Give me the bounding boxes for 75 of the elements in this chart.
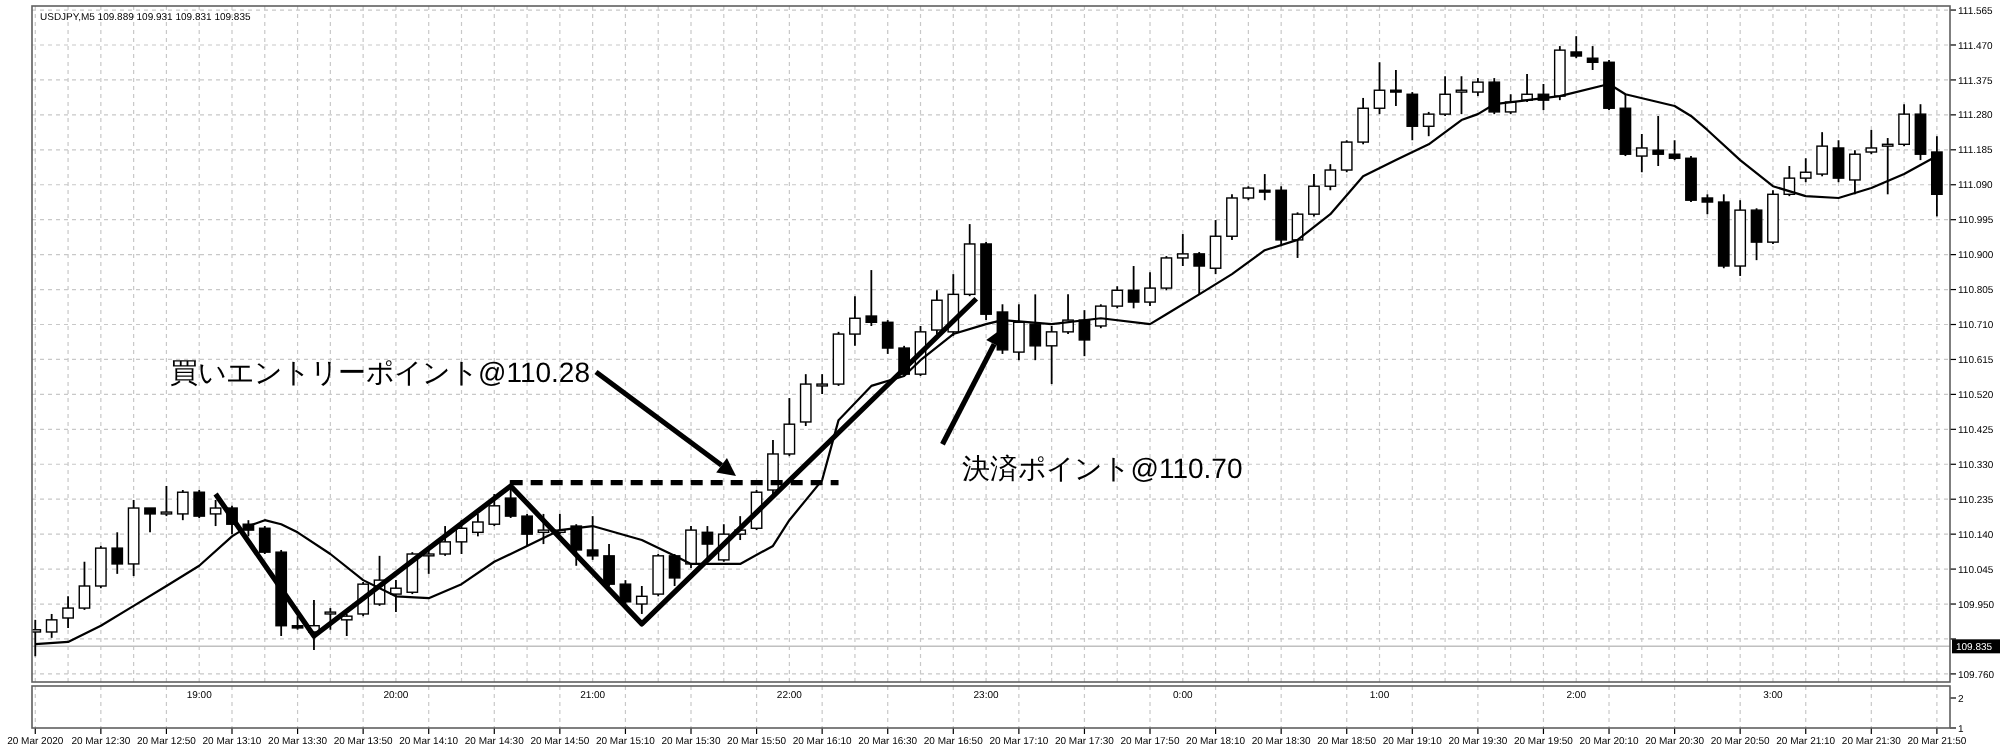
candlestick	[1144, 271, 1156, 308]
candlestick	[62, 595, 74, 629]
candlestick	[1373, 61, 1386, 116]
candlestick	[1357, 97, 1370, 146]
candlestick	[603, 543, 615, 587]
candlestick	[78, 560, 91, 611]
candlestick	[1029, 293, 1042, 362]
candlestick	[111, 531, 124, 575]
candlestick	[1816, 131, 1829, 178]
candlestick	[1094, 303, 1107, 330]
candlestick	[1455, 75, 1468, 116]
candlestick	[1881, 137, 1894, 196]
candlestick	[422, 549, 435, 575]
candlestick	[816, 373, 829, 395]
candlestick	[488, 493, 501, 527]
candlestick	[635, 585, 648, 615]
candlestick	[45, 613, 58, 639]
annotation: 買いエントリーポイント@110.28	[170, 356, 591, 388]
candlestick	[1635, 133, 1648, 174]
candlestick	[1291, 211, 1304, 259]
candlestick	[799, 373, 812, 427]
candlestick	[471, 513, 484, 538]
candlestick	[1685, 155, 1697, 203]
candlestick	[849, 295, 861, 347]
candlestick	[160, 485, 173, 518]
candlestick	[1914, 103, 1927, 161]
candlestick	[1324, 163, 1337, 192]
candlestick	[1849, 149, 1861, 196]
candlestick	[1176, 233, 1189, 267]
candlestick	[1652, 115, 1665, 167]
candlestick	[1111, 285, 1124, 310]
candlestick	[1160, 255, 1173, 292]
candlestick	[1127, 265, 1140, 310]
candlestick	[1340, 139, 1353, 174]
candlestick	[144, 507, 156, 534]
candlestick	[1586, 45, 1599, 71]
candlestick	[1865, 129, 1878, 156]
candlestick	[94, 545, 107, 590]
candlestick	[193, 489, 206, 519]
candlestick	[881, 319, 894, 355]
candlestick	[176, 489, 189, 522]
candlestick	[1209, 219, 1222, 276]
annotation: 決済ポイント@110.70	[962, 452, 1243, 485]
candlestick	[1422, 111, 1435, 138]
candlestick	[652, 553, 665, 598]
candlestick	[701, 525, 714, 561]
candlestick	[1471, 77, 1484, 98]
candlestick	[258, 525, 271, 555]
candlestick	[1750, 207, 1763, 262]
candlestick	[783, 397, 796, 458]
candlestick	[1898, 103, 1910, 148]
candlestick	[1258, 173, 1271, 202]
candlestick	[1406, 91, 1419, 142]
candlestick	[1390, 69, 1402, 107]
candlestick	[1439, 75, 1451, 117]
candlestick	[324, 607, 337, 631]
candlestick	[521, 513, 533, 547]
candlestick	[1767, 189, 1779, 245]
candlestick	[1308, 173, 1320, 218]
candlestick	[1570, 35, 1583, 60]
candlestick	[865, 269, 878, 327]
candlestick	[1045, 325, 1058, 385]
candlestick	[1193, 251, 1206, 296]
candlestick	[1832, 139, 1845, 184]
candlestick	[1701, 193, 1714, 216]
candlestick	[439, 525, 452, 557]
candlestick	[1012, 303, 1025, 362]
candlestick	[668, 553, 681, 587]
candlestick	[1799, 157, 1812, 184]
candlestick	[1226, 193, 1238, 241]
candlestick	[685, 525, 697, 569]
candlestick	[1619, 93, 1632, 157]
candlestick	[619, 579, 632, 605]
candlestick	[586, 515, 599, 561]
candlestick	[537, 513, 550, 545]
